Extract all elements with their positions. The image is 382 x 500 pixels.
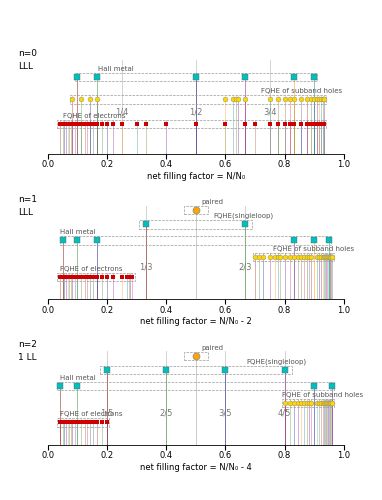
X-axis label: net filling factor = N/N₀: net filling factor = N/N₀	[147, 172, 245, 181]
X-axis label: net filling factor = N/N₀ - 4: net filling factor = N/N₀ - 4	[140, 463, 252, 472]
Text: Hall metal: Hall metal	[60, 374, 96, 380]
Text: 2/3: 2/3	[238, 262, 252, 272]
Text: FQHE(singleloop): FQHE(singleloop)	[246, 358, 306, 364]
Text: 1/2: 1/2	[189, 107, 202, 116]
Text: 1 LL: 1 LL	[18, 354, 37, 362]
X-axis label: net filling factor = N/N₀ - 2: net filling factor = N/N₀ - 2	[140, 318, 252, 326]
Text: FQHE of electrons: FQHE of electrons	[60, 412, 122, 418]
Text: LLL: LLL	[18, 208, 33, 217]
Text: FQHE of subband holes: FQHE of subband holes	[282, 392, 363, 398]
Text: 3/5: 3/5	[219, 408, 232, 417]
Text: Hall metal: Hall metal	[60, 229, 96, 235]
Text: FQHE of electrons: FQHE of electrons	[63, 112, 125, 118]
Text: FQHE of subband holes: FQHE of subband holes	[261, 88, 342, 94]
Text: n=1: n=1	[18, 194, 37, 203]
Text: 1/4: 1/4	[115, 107, 128, 116]
Text: n=2: n=2	[18, 340, 37, 349]
Text: FQHE of subband holes: FQHE of subband holes	[273, 246, 354, 252]
Text: paired: paired	[202, 199, 224, 205]
Text: n=0: n=0	[18, 49, 37, 58]
Text: 2/5: 2/5	[159, 408, 173, 417]
Text: 4/5: 4/5	[278, 408, 291, 417]
Text: FQHE(singleloop): FQHE(singleloop)	[214, 212, 274, 219]
Text: Hall metal: Hall metal	[98, 66, 134, 71]
Text: FQHE of electrons: FQHE of electrons	[60, 266, 122, 272]
Text: 3/4: 3/4	[263, 107, 277, 116]
Text: 1/5: 1/5	[100, 408, 114, 417]
Text: LLL: LLL	[18, 62, 33, 72]
Text: paired: paired	[202, 344, 224, 350]
Text: 1/3: 1/3	[139, 262, 153, 272]
